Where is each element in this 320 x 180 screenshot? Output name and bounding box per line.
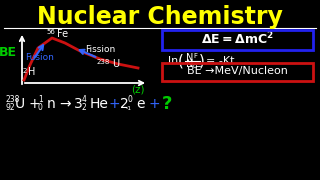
Text: $\mathbf{\Delta E = \Delta mC^2}$: $\mathbf{\Delta E = \Delta mC^2}$ (201, 31, 274, 47)
Text: ): ) (199, 53, 205, 69)
Text: U: U (15, 97, 25, 111)
Text: 56: 56 (46, 29, 55, 35)
Text: ?: ? (162, 95, 172, 113)
Text: = -Kt: = -Kt (206, 56, 235, 66)
Text: 0: 0 (128, 96, 133, 105)
Text: He: He (90, 97, 109, 111)
Text: F: F (193, 53, 197, 59)
Text: 238: 238 (5, 96, 20, 105)
Text: (z): (z) (131, 85, 145, 95)
Text: +: + (108, 97, 120, 111)
Text: ln: ln (168, 56, 178, 66)
Text: +: + (28, 97, 40, 111)
Text: BE →MeV/Nucleon: BE →MeV/Nucleon (187, 66, 287, 76)
Text: 92: 92 (5, 103, 15, 112)
Text: (: ( (178, 53, 184, 69)
Text: +: + (148, 97, 160, 111)
Text: 1: 1 (38, 96, 43, 105)
Text: 2: 2 (82, 103, 87, 112)
Text: -1: -1 (126, 105, 132, 111)
Text: Fusion: Fusion (26, 53, 54, 62)
Text: U: U (112, 59, 119, 69)
Text: N: N (186, 59, 193, 69)
Text: H: H (28, 67, 36, 77)
Text: →: → (59, 97, 71, 111)
Text: BE: BE (0, 46, 17, 58)
Text: Fe: Fe (57, 29, 68, 39)
Text: 0: 0 (38, 103, 43, 112)
Text: 4: 4 (82, 96, 87, 105)
Text: 238: 238 (97, 59, 110, 65)
Text: Nuclear Chemistry: Nuclear Chemistry (37, 5, 283, 29)
Text: N: N (186, 53, 193, 63)
Text: n: n (47, 97, 56, 111)
Text: 2: 2 (23, 68, 27, 74)
Text: 3: 3 (74, 97, 83, 111)
Text: 2: 2 (120, 97, 129, 111)
Text: o: o (193, 63, 197, 69)
Text: e: e (136, 97, 145, 111)
Text: Fission: Fission (85, 46, 115, 55)
